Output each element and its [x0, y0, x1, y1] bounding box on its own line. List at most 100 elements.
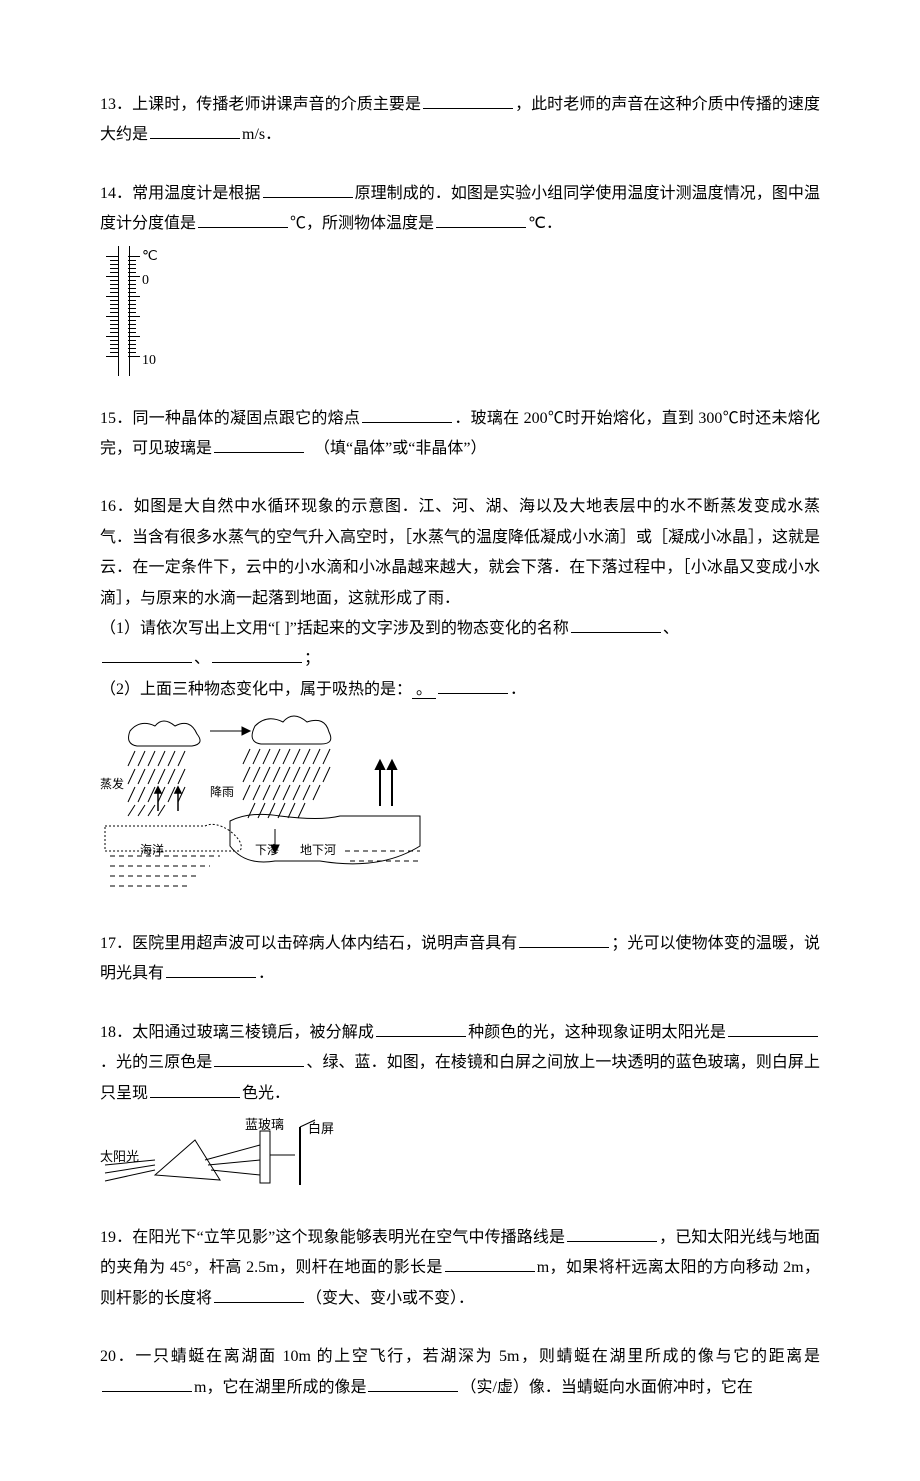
- q20-unit-a: m，它在湖里所成的像是: [194, 1379, 366, 1396]
- q18-prism-diagram: 太阳光 蓝玻璃 白屏: [100, 1115, 400, 1195]
- q19-blank-3: [214, 1286, 304, 1303]
- thermo-minor: [110, 292, 118, 293]
- q16-blank-3: [212, 646, 302, 663]
- question-19: 19．在阳光下“立竿见影”这个现象能够表明光在空气中传播路线是，已知太阳光线与地…: [100, 1223, 820, 1314]
- thermo-tick: [106, 356, 118, 357]
- thermo-minor: [128, 344, 136, 345]
- q20-num: 20．: [100, 1348, 135, 1365]
- thermo-minor: [110, 332, 118, 333]
- q16-num: 16．: [100, 498, 134, 515]
- thermo-minor: [110, 340, 118, 341]
- thermo-minor: [128, 308, 136, 309]
- q14-num: 14．: [100, 185, 132, 202]
- q19-num: 19．: [100, 1229, 132, 1246]
- thermo-minor: [128, 312, 136, 313]
- cycle-label-seep: 下渗: [255, 839, 279, 862]
- thermo-label-10: 10: [142, 348, 156, 375]
- q18-text-e: 色光．: [242, 1085, 290, 1102]
- q19-text-c: （变大、变小或不变）．: [306, 1290, 474, 1307]
- thermo-minor: [128, 292, 136, 293]
- thermo-tick: [128, 276, 140, 277]
- q15-text-c: （填“晶体”或“非晶体”）: [322, 440, 486, 457]
- q14-text-a: 常用温度计是根据: [132, 185, 260, 202]
- q14-thermometer-diagram: ℃ 0 10: [100, 246, 820, 376]
- thermo-minor: [128, 272, 136, 273]
- q16-intro: 如图是大自然中水循环现象的示意图．江、河、湖、海以及大地表层中的水不断蒸发变成水…: [100, 498, 820, 606]
- q14-unit-a: ℃，所测物体温度是: [290, 215, 434, 232]
- cycle-label-evap: 蒸发: [100, 773, 124, 796]
- cycle-label-rain: 降雨: [210, 781, 234, 804]
- question-17: 17．医院里用超声波可以击碎病人体内结石，说明声音具有；光可以使物体变的温暖，说…: [100, 929, 820, 990]
- q17-text-a: 医院里用超声波可以击碎病人体内结石，说明声音具有: [132, 935, 517, 952]
- thermo-minor: [128, 260, 136, 261]
- thermo-tick: [106, 256, 118, 257]
- thermo-minor: [110, 324, 118, 325]
- q18-blank-2: [728, 1020, 818, 1037]
- q13-blank-1: [423, 92, 513, 109]
- thermo-tick: [128, 316, 140, 317]
- q16-blank-2: [102, 646, 192, 663]
- water-cycle-svg: [100, 711, 450, 901]
- thermo-minor: [128, 288, 136, 289]
- thermo-minor: [128, 328, 136, 329]
- question-18: 18．太阳通过玻璃三棱镜后，被分解成种颜色的光，这种现象证明太阳光是．光的三原色…: [100, 1018, 820, 1195]
- thermo-minor: [128, 264, 136, 265]
- q18-text-a: 太阳通过玻璃三棱镜后，被分解成: [132, 1024, 374, 1041]
- q19-blank-2: [445, 1255, 535, 1272]
- exam-page: 13．上课时，传播老师讲课声音的介质主要是，此时老师的声音在这种介质中传播的速度…: [50, 0, 870, 1481]
- thermo-minor: [110, 312, 118, 313]
- thermo-minor: [110, 272, 118, 273]
- q13-num: 13．: [100, 96, 132, 113]
- thermo-tick: [106, 336, 118, 337]
- prism-label-screen: 白屏: [308, 1117, 334, 1142]
- thermo-minor: [110, 300, 118, 301]
- thermo-minor: [128, 340, 136, 341]
- thermo-minor: [128, 324, 136, 325]
- q20-text-b: （实/虚）像．当蜻蜓向水面俯冲时，它在: [460, 1379, 752, 1396]
- question-15: 15．同一种晶体的凝固点跟它的熔点．玻璃在 200℃时开始熔化，直到 300℃时…: [100, 404, 820, 465]
- thermo-tick: [128, 336, 140, 337]
- thermo-minor: [110, 320, 118, 321]
- q14-blank-1: [263, 181, 353, 198]
- thermo-minor: [110, 260, 118, 261]
- thermo-tick: [106, 316, 118, 317]
- thermometer: ℃ 0 10: [100, 246, 160, 376]
- thermo-minor: [128, 352, 136, 353]
- q14-blank-3: [436, 211, 526, 228]
- q18-blank-1: [376, 1020, 466, 1037]
- thermo-unit-label: ℃: [142, 244, 158, 271]
- q19-text-a: 在阳光下“立竿见影”这个现象能够表明光在空气中传播路线是: [132, 1229, 565, 1246]
- q20-blank-1: [102, 1375, 192, 1392]
- thermo-minor: [128, 320, 136, 321]
- thermo-minor: [110, 308, 118, 309]
- q20-blank-2: [368, 1375, 458, 1392]
- question-13: 13．上课时，传播老师讲课声音的介质主要是，此时老师的声音在这种介质中传播的速度…: [100, 90, 820, 151]
- question-16: 16．如图是大自然中水循环现象的示意图．江、河、湖、海以及大地表层中的水不断蒸发…: [100, 492, 820, 901]
- thermo-minor: [128, 332, 136, 333]
- q19-blank-1: [567, 1225, 657, 1242]
- q18-blank-4: [150, 1081, 240, 1098]
- q18-num: 18．: [100, 1024, 132, 1041]
- thermo-minor: [128, 280, 136, 281]
- thermo-minor: [110, 348, 118, 349]
- q16-sep-1: 、: [663, 620, 679, 637]
- q16-part2-a: （2）上面三种物态变化中，属于吸热的是：: [100, 681, 412, 698]
- q15-num: 15．: [100, 410, 133, 427]
- thermo-minor: [110, 288, 118, 289]
- thermo-minor: [110, 352, 118, 353]
- q14-unit-b: ℃．: [528, 215, 562, 232]
- q16-part1-a: （1）请依次写出上文用“[ ]”括起来的文字涉及到的物态变化的名称: [100, 620, 569, 637]
- thermo-minor: [110, 344, 118, 345]
- thermo-tick: [128, 256, 140, 257]
- q13-text-a: 上课时，传播老师讲课声音的介质主要是: [132, 96, 421, 113]
- q17-blank-2: [166, 961, 256, 978]
- q16-semi: ；: [304, 650, 320, 667]
- prism-label-glass: 蓝玻璃: [245, 1113, 284, 1138]
- thermo-minor: [110, 328, 118, 329]
- question-14: 14．常用温度计是根据原理制成的．如图是实验小组同学使用温度计测温度情况，图中温…: [100, 179, 820, 376]
- cycle-label-river: 地下河: [300, 839, 336, 862]
- q15-blank-1: [362, 406, 452, 423]
- thermo-minor: [128, 268, 136, 269]
- q17-period: ．: [258, 965, 274, 982]
- q15-blank-2: [214, 436, 304, 453]
